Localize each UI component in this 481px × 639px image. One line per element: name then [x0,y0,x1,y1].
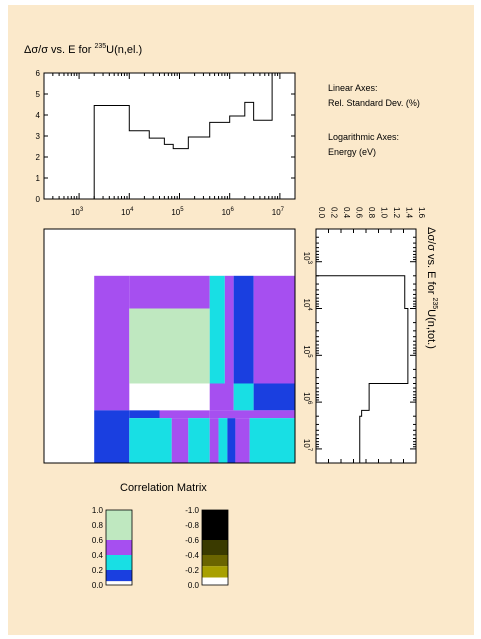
negative-scale-label: -0.2 [185,566,199,575]
energy-tick-label: 104 [302,299,312,312]
top-plot-frame [43,72,296,200]
figure-canvas: Δσ/σ vs. E for 235U(n,el.) Linear Axes: … [24,43,438,590]
top-step-plot: 0 1 2 3 4 5 6 103 104 105 106 107 [36,69,296,217]
chart-page: Δσ/σ vs. E for 235U(n,el.) Linear Axes: … [8,5,474,635]
positive-scale-frame [105,509,133,586]
right-chart-title: Δσ/σ vs. E for 235U(n,tot.) [425,227,438,349]
negative-scale-band [202,566,228,578]
matrix-cell [209,383,234,411]
y-tick-label: 3 [36,132,41,141]
value-tick-label: 0.2 [330,207,339,219]
log-axes-label: Logarithmic Axes: [328,132,399,142]
matrix-cell [171,418,189,463]
positive-scale-band [106,581,132,585]
energy-tick-label: 106 [302,392,312,405]
y-tick-label: 5 [36,90,41,99]
value-tick-label: 0.4 [342,207,351,219]
x-tick-label: 106 [222,207,235,217]
positive-scale-label: 1.0 [92,506,104,515]
value-tick-label: 0.8 [367,207,376,219]
negative-scale-label: -0.4 [185,551,199,560]
value-tick-label: 1.0 [380,207,389,219]
matrix-cell [224,275,234,384]
y-tick-label: 0 [36,195,41,204]
positive-scale-band [106,540,132,555]
top-chart-title: Δσ/σ vs. E for 235U(n,el.) [24,43,142,56]
positive-scale-band [106,510,132,540]
x-tick-label: 107 [272,207,285,217]
value-tick-label: 0.6 [355,207,364,219]
matrix-cell [235,418,250,463]
negative-scale-label: -0.8 [185,521,199,530]
energy-tick-label: 105 [302,345,312,358]
matrix-cell [129,308,210,384]
matrix-cell [253,275,295,384]
linear-axes-label: Linear Axes: [328,83,378,93]
matrix-cell [94,275,130,411]
matrix-cell [209,418,219,463]
matrix-cell [159,410,210,419]
positive-scale-band [106,555,132,570]
matrix-cell [253,383,295,411]
matrix-cell [233,275,254,384]
matrix-cell [94,410,130,463]
negative-scale-label: -1.0 [185,506,199,515]
value-tick-label: 1.2 [392,207,401,219]
negative-scale-band [202,540,228,555]
matrix-frame [43,228,296,464]
matrix-cell [233,383,254,411]
positive-scale-label: 0.0 [92,581,104,590]
positive-scale-label: 0.2 [92,566,104,575]
negative-scale-label: -0.6 [185,536,199,545]
positive-scale-label: 0.8 [92,521,104,530]
y-tick-label: 4 [36,111,41,120]
energy-tick-label: 107 [302,439,312,452]
matrix-cell [227,418,236,463]
x-tick-label: 105 [171,207,184,217]
energy-tick-label: 103 [302,252,312,265]
negative-scale-label: 0.0 [188,581,200,590]
matrix-cell [249,418,295,463]
matrix-cell [129,275,210,309]
elastic-uncertainty-line [93,72,295,199]
correlation-matrix [43,228,296,464]
matrix-cell [209,410,295,419]
matrix-cell [188,418,210,463]
negative-scale-band [202,555,228,567]
matrix-cell [129,410,160,419]
positive-scale-label: 0.6 [92,536,104,545]
right-step-plot: 0.0 0.2 0.4 0.6 0.8 1.0 1.2 1.4 1.6 103 104 105 106 1… [302,207,426,464]
x-tick-label: 104 [121,207,134,217]
log-axes-value: Energy (eV) [328,147,376,157]
y-tick-label: 6 [36,69,41,78]
positive-scale-label: 0.4 [92,551,104,560]
color-scales: 1.0 0.8 0.6 0.4 0.2 0.0 -1.0 -0.8 -0.6 -0.4 -0.2 0.… [92,506,229,590]
matrix-cell [209,275,225,384]
value-tick-label: 1.6 [417,207,426,219]
value-tick-label: 0.0 [317,207,326,219]
negative-scale-band [202,510,228,540]
negative-scale-frame [201,509,229,586]
matrix-cell [218,418,228,463]
y-tick-label: 1 [36,174,41,183]
value-tick-label: 1.4 [405,207,414,219]
linear-axes-value: Rel. Standard Dev. (%) [328,98,420,108]
negative-scale-band [202,577,228,585]
matrix-cell [129,418,172,463]
y-tick-label: 2 [36,153,41,162]
positive-scale-band [106,570,132,582]
x-tick-label: 103 [71,207,84,217]
right-plot-frame [315,228,417,464]
matrix-title: Correlation Matrix [120,482,207,494]
total-uncertainty-line [316,275,409,463]
